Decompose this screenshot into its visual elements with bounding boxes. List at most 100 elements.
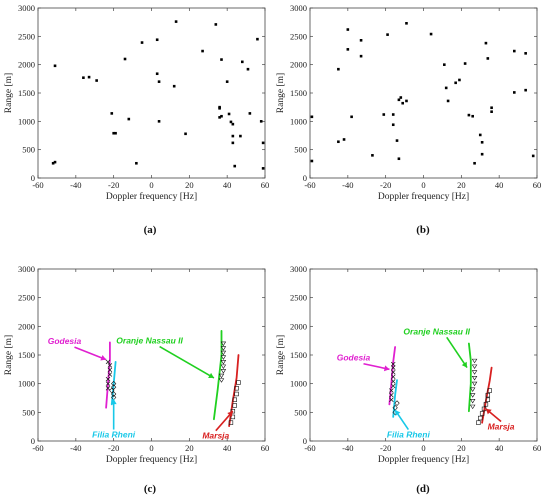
data-point <box>256 37 259 41</box>
data-point <box>87 75 91 79</box>
data-point <box>114 131 117 135</box>
panel-label: (b) <box>416 224 430 236</box>
detection-marker-triangle <box>471 381 478 387</box>
data-point <box>382 113 386 116</box>
data-point <box>310 115 314 119</box>
y-tick-label: 3000 <box>290 3 307 13</box>
y-tick-label: 0 <box>303 173 307 183</box>
x-tick-label: -40 <box>70 180 81 190</box>
data-point <box>359 39 363 42</box>
series-annotation: Filia Rheni <box>92 430 136 440</box>
detection-marker-square <box>232 403 237 408</box>
data-point <box>172 84 176 88</box>
chart-panel: -60 -40 -20 0 20 40 60 0 500 1000 1500 2000 2500 3000… <box>276 264 541 465</box>
data-point <box>342 138 346 141</box>
plot-frame <box>309 7 538 179</box>
x-tick-label: 40 <box>223 443 232 453</box>
y-axis-label: Range [m] <box>276 335 286 375</box>
data-point <box>458 78 461 82</box>
detection-marker-diamond <box>111 380 117 387</box>
detection-marker-triangle <box>471 376 478 381</box>
x-axis-label: Doppler frequency [Hz] <box>378 454 469 465</box>
track-line <box>481 366 493 424</box>
y-tick-label: 3000 <box>18 264 35 274</box>
data-point <box>397 98 401 102</box>
x-tick-label: -20 <box>380 443 391 453</box>
data-point <box>135 161 138 165</box>
data-point <box>231 134 235 138</box>
data-point <box>110 112 114 115</box>
panel-label: (d) <box>416 483 430 495</box>
y-axis-label: Range [m] <box>4 73 14 113</box>
x-tick-label: 60 <box>261 180 270 190</box>
x-tick-label: -60 <box>32 180 43 190</box>
x-axis-label: Doppler frequency [Hz] <box>378 191 469 202</box>
detection-marker-square <box>478 415 483 421</box>
data-point <box>391 113 395 116</box>
data-point <box>157 120 161 123</box>
detection-marker-triangle <box>469 393 476 398</box>
data-point <box>531 154 535 158</box>
detection-marker-square <box>230 414 236 420</box>
detection-marker-square <box>483 402 489 407</box>
x-tick-label: -60 <box>304 443 315 453</box>
detection-marker-triangle <box>471 370 478 375</box>
x-tick-label: 20 <box>185 443 194 453</box>
data-point <box>490 110 493 113</box>
data-point <box>513 49 516 53</box>
data-point <box>337 67 340 71</box>
chart-panel: -60 -40 -20 0 20 40 60 0 500 1000 1500 2000 2500 3000… <box>4 264 269 465</box>
x-tick-label: 20 <box>457 443 466 453</box>
x-tick-label: -60 <box>32 443 43 453</box>
series-annotation: Oranje Nassau II <box>116 336 183 346</box>
panel-label: (c) <box>144 483 157 495</box>
detection-marker-x <box>105 376 111 382</box>
detection-marker-x <box>390 379 396 384</box>
data-point <box>310 159 314 163</box>
x-tick-label: 60 <box>533 180 542 190</box>
x-tick-label: 40 <box>223 180 232 190</box>
data-point <box>184 132 187 136</box>
x-tick-label: -60 <box>304 180 315 190</box>
detection-marker-triangle <box>469 387 476 392</box>
data-point <box>399 96 403 99</box>
series-annotation: Marsja <box>202 431 229 441</box>
y-tick-label: 1000 <box>18 379 35 389</box>
data-point <box>140 41 144 44</box>
annotation-arrowhead <box>383 365 390 372</box>
plot-frame <box>37 7 266 179</box>
data-point <box>259 120 263 123</box>
track-line <box>105 341 111 409</box>
detection-marker-triangle <box>220 346 227 351</box>
detection-marker-x <box>107 372 113 377</box>
annotation-arrowhead <box>227 411 233 417</box>
data-point <box>174 20 178 23</box>
detection-marker-x <box>390 369 396 375</box>
data-point <box>513 91 516 94</box>
annotation-arrowhead <box>208 372 214 379</box>
x-tick-label: -40 <box>342 180 353 190</box>
track-line <box>468 342 472 413</box>
x-tick-label: -20 <box>108 443 119 453</box>
data-point <box>220 58 223 61</box>
track-line <box>392 379 398 418</box>
y-tick-label: 1000 <box>290 116 307 126</box>
data-point <box>401 101 404 105</box>
data-point <box>220 114 223 118</box>
y-tick-label: 2000 <box>18 321 35 331</box>
data-point <box>480 141 484 144</box>
data-point <box>127 117 131 121</box>
detection-marker-square <box>228 420 234 425</box>
annotation-arrow <box>159 345 215 379</box>
data-point <box>246 67 250 71</box>
annotation-arrowhead <box>110 399 117 405</box>
x-tick-label: -20 <box>380 180 391 190</box>
x-axis-label: Doppler frequency [Hz] <box>106 454 197 465</box>
y-tick-label: 1000 <box>290 379 307 389</box>
y-tick-label: 2000 <box>290 60 307 70</box>
data-point <box>484 41 488 45</box>
detection-marker-square <box>234 386 239 391</box>
data-point <box>391 123 395 127</box>
annotation-arrow <box>446 336 468 369</box>
